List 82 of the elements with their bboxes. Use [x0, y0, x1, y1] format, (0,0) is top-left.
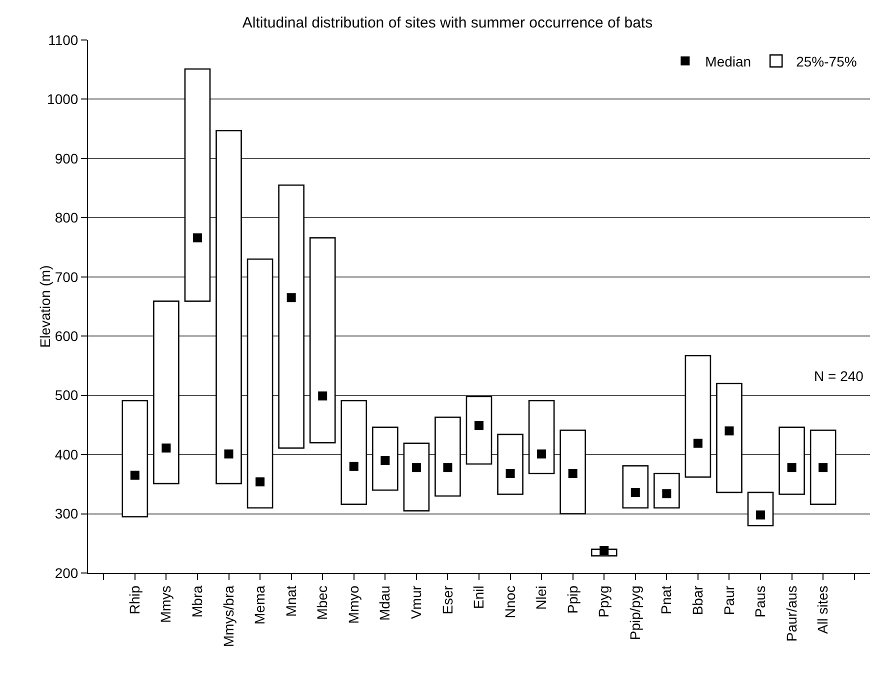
x-tick-label: Nnoc	[502, 586, 518, 618]
y-tick-label: 500	[54, 387, 78, 404]
bar	[560, 430, 586, 514]
bar	[340, 400, 368, 505]
x-tick-label: Ppyg	[596, 586, 612, 618]
x-tick-label: Vmur	[408, 585, 424, 620]
bar	[278, 184, 304, 449]
x-tick-label: Paus	[752, 586, 768, 618]
bar	[810, 430, 836, 505]
bar	[622, 465, 649, 509]
point	[380, 456, 390, 465]
point	[818, 463, 828, 472]
x-tick-label: Ppip	[564, 585, 580, 614]
y-tick-label: 900	[54, 150, 78, 166]
bar	[684, 355, 712, 478]
bar	[403, 442, 430, 512]
bar	[372, 426, 398, 491]
point	[474, 421, 484, 430]
legend-label: Median	[705, 53, 752, 70]
x-tick-label: Paur	[720, 585, 737, 616]
bar	[497, 434, 524, 495]
point	[256, 477, 265, 486]
bar	[528, 400, 555, 474]
point	[318, 391, 328, 400]
x-tick-label: Enil	[470, 586, 487, 609]
x-tick-label: Mmys	[158, 586, 174, 623]
point	[787, 463, 796, 472]
bar	[466, 396, 492, 465]
bar	[309, 237, 336, 444]
chart-title: Altitudinal distribution of sites with summer occurrence of bats	[242, 14, 653, 32]
x-tick-label: Mnat	[282, 585, 299, 617]
x-tick-label: Paur/aus	[783, 586, 800, 642]
x-tick-label: Mema	[252, 585, 268, 625]
bar	[654, 472, 680, 509]
point	[162, 444, 171, 453]
bar	[122, 400, 148, 518]
y-tick-label: 300	[54, 506, 78, 522]
point	[756, 510, 766, 520]
bar	[434, 416, 461, 497]
y-tick-label: 600	[54, 328, 78, 344]
bar	[246, 258, 274, 509]
point	[192, 233, 202, 242]
bar	[216, 130, 242, 484]
x-tick-label: Mdau	[376, 586, 393, 621]
point	[349, 462, 358, 471]
point	[568, 469, 578, 478]
point	[630, 488, 640, 497]
bar	[778, 426, 805, 495]
x-tick-label: Mbra	[189, 585, 206, 618]
x-tick-label: All sites	[814, 586, 831, 634]
point	[724, 426, 734, 436]
point	[506, 469, 515, 478]
y-axis-title: Elevation (m)	[36, 265, 53, 348]
point	[693, 438, 702, 448]
point	[412, 463, 421, 472]
point	[443, 463, 452, 472]
bar	[747, 492, 774, 526]
y-tick-label: 700	[54, 268, 78, 285]
x-tick-label: Ppip/pyg	[626, 586, 643, 640]
bar	[184, 68, 211, 302]
x-tick-label: Nlei	[533, 586, 550, 610]
point	[537, 449, 546, 458]
point	[286, 293, 296, 302]
x-tick-label: Mmys/bra	[220, 585, 236, 648]
x-tick-label: Rhip	[126, 585, 142, 614]
y-tick-label: 1000	[47, 91, 78, 108]
y-tick-label: 800	[54, 210, 78, 226]
x-tick-label: Bbar	[690, 585, 706, 616]
point	[224, 449, 234, 458]
bar	[153, 300, 180, 484]
x-tick-label: Mbec	[314, 586, 330, 620]
y-tick-label: 400	[54, 446, 78, 462]
annotation: N = 240	[814, 368, 864, 384]
x-tick-label: Pnat	[658, 586, 674, 614]
x-tick-label: Mmyo	[345, 585, 362, 624]
legend-label: 25%-75%	[796, 53, 857, 70]
y-tick-label: 200	[54, 564, 78, 581]
point	[130, 470, 140, 480]
bar	[716, 382, 742, 494]
point	[600, 546, 609, 555]
y-tick-label: 1100	[48, 32, 78, 48]
x-tick-label: Eser	[439, 585, 456, 614]
